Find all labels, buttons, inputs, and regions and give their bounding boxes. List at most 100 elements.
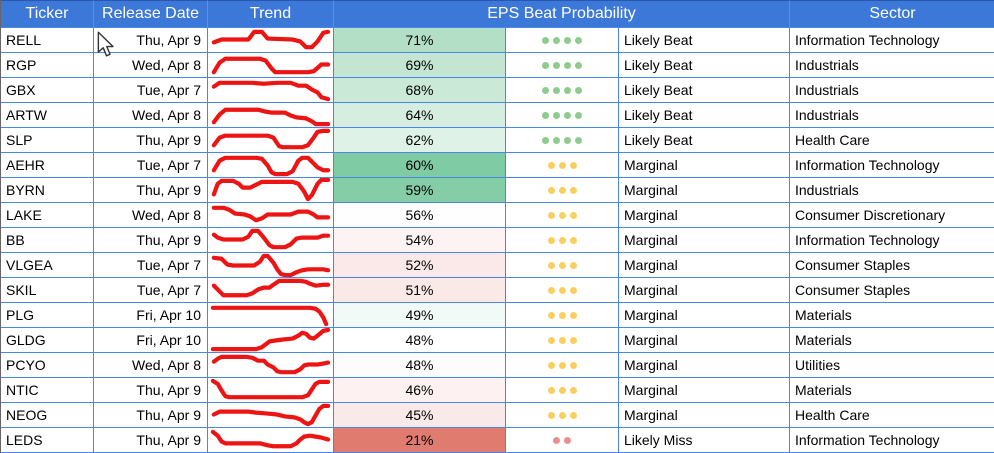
assessment-cell[interactable]: Marginal — [619, 328, 790, 353]
confidence-dots-cell[interactable] — [506, 103, 619, 128]
ticker-cell[interactable]: GLDG — [1, 328, 94, 353]
sector-cell[interactable]: Information Technology — [790, 28, 994, 53]
release-date-cell[interactable]: Tue, Apr 7 — [94, 78, 208, 103]
assessment-cell[interactable]: Likely Beat — [619, 53, 790, 78]
header-trend[interactable]: Trend — [208, 0, 334, 28]
release-date-cell[interactable]: Thu, Apr 9 — [94, 403, 208, 428]
sector-cell[interactable]: Information Technology — [790, 428, 994, 453]
confidence-dots-cell[interactable] — [506, 128, 619, 153]
header-ticker[interactable]: Ticker — [1, 0, 94, 28]
sector-cell[interactable]: Consumer Discretionary — [790, 203, 994, 228]
assessment-cell[interactable]: Likely Beat — [619, 128, 790, 153]
probability-cell[interactable]: 71% — [334, 28, 506, 53]
release-date-cell[interactable]: Thu, Apr 9 — [94, 428, 208, 453]
confidence-dots-cell[interactable] — [506, 53, 619, 78]
ticker-cell[interactable]: VLGEA — [1, 253, 94, 278]
trend-cell[interactable] — [208, 303, 334, 328]
sector-cell[interactable]: Materials — [790, 303, 994, 328]
trend-cell[interactable] — [208, 178, 334, 203]
trend-cell[interactable] — [208, 203, 334, 228]
trend-cell[interactable] — [208, 53, 334, 78]
release-date-cell[interactable]: Wed, Apr 8 — [94, 203, 208, 228]
confidence-dots-cell[interactable] — [506, 403, 619, 428]
confidence-dots-cell[interactable] — [506, 78, 619, 103]
sector-cell[interactable]: Industrials — [790, 178, 994, 203]
sector-cell[interactable]: Utilities — [790, 353, 994, 378]
probability-cell[interactable]: 59% — [334, 178, 506, 203]
release-date-cell[interactable]: Thu, Apr 9 — [94, 28, 208, 53]
probability-cell[interactable]: 68% — [334, 78, 506, 103]
assessment-cell[interactable]: Marginal — [619, 203, 790, 228]
header-sector[interactable]: Sector — [790, 0, 994, 28]
trend-cell[interactable] — [208, 28, 334, 53]
probability-cell[interactable]: 69% — [334, 53, 506, 78]
sector-cell[interactable]: Information Technology — [790, 228, 994, 253]
probability-cell[interactable]: 64% — [334, 103, 506, 128]
trend-cell[interactable] — [208, 353, 334, 378]
probability-cell[interactable]: 49% — [334, 303, 506, 328]
ticker-cell[interactable]: SLP — [1, 128, 94, 153]
trend-cell[interactable] — [208, 228, 334, 253]
trend-cell[interactable] — [208, 128, 334, 153]
ticker-cell[interactable]: RGP — [1, 53, 94, 78]
sector-cell[interactable]: Health Care — [790, 403, 994, 428]
release-date-cell[interactable]: Thu, Apr 9 — [94, 128, 208, 153]
ticker-cell[interactable]: GBX — [1, 78, 94, 103]
ticker-cell[interactable]: AEHR — [1, 153, 94, 178]
release-date-cell[interactable]: Thu, Apr 9 — [94, 228, 208, 253]
assessment-cell[interactable]: Likely Beat — [619, 103, 790, 128]
assessment-cell[interactable]: Likely Beat — [619, 28, 790, 53]
ticker-cell[interactable]: NTIC — [1, 378, 94, 403]
sector-cell[interactable]: Industrials — [790, 103, 994, 128]
trend-cell[interactable] — [208, 428, 334, 453]
assessment-cell[interactable]: Marginal — [619, 353, 790, 378]
ticker-cell[interactable]: LAKE — [1, 203, 94, 228]
confidence-dots-cell[interactable] — [506, 303, 619, 328]
confidence-dots-cell[interactable] — [506, 153, 619, 178]
confidence-dots-cell[interactable] — [506, 28, 619, 53]
trend-cell[interactable] — [208, 278, 334, 303]
sector-cell[interactable]: Information Technology — [790, 153, 994, 178]
assessment-cell[interactable]: Marginal — [619, 378, 790, 403]
probability-cell[interactable]: 54% — [334, 228, 506, 253]
confidence-dots-cell[interactable] — [506, 253, 619, 278]
trend-cell[interactable] — [208, 103, 334, 128]
confidence-dots-cell[interactable] — [506, 428, 619, 453]
release-date-cell[interactable]: Tue, Apr 7 — [94, 153, 208, 178]
sector-cell[interactable]: Materials — [790, 328, 994, 353]
assessment-cell[interactable]: Marginal — [619, 178, 790, 203]
ticker-cell[interactable]: PCYO — [1, 353, 94, 378]
release-date-cell[interactable]: Fri, Apr 10 — [94, 303, 208, 328]
sector-cell[interactable]: Industrials — [790, 53, 994, 78]
probability-cell[interactable]: 48% — [334, 328, 506, 353]
ticker-cell[interactable]: PLG — [1, 303, 94, 328]
confidence-dots-cell[interactable] — [506, 228, 619, 253]
ticker-cell[interactable]: ARTW — [1, 103, 94, 128]
release-date-cell[interactable]: Tue, Apr 7 — [94, 253, 208, 278]
assessment-cell[interactable]: Marginal — [619, 403, 790, 428]
release-date-cell[interactable]: Thu, Apr 9 — [94, 378, 208, 403]
release-date-cell[interactable]: Thu, Apr 9 — [94, 178, 208, 203]
trend-cell[interactable] — [208, 253, 334, 278]
header-eps-beat-probability[interactable]: EPS Beat Probability — [334, 0, 790, 28]
trend-cell[interactable] — [208, 78, 334, 103]
header-release-date[interactable]: Release Date — [94, 0, 208, 28]
release-date-cell[interactable]: Wed, Apr 8 — [94, 103, 208, 128]
trend-cell[interactable] — [208, 153, 334, 178]
sector-cell[interactable]: Consumer Staples — [790, 253, 994, 278]
ticker-cell[interactable]: BB — [1, 228, 94, 253]
confidence-dots-cell[interactable] — [506, 328, 619, 353]
probability-cell[interactable]: 51% — [334, 278, 506, 303]
trend-cell[interactable] — [208, 403, 334, 428]
probability-cell[interactable]: 56% — [334, 203, 506, 228]
release-date-cell[interactable]: Wed, Apr 8 — [94, 53, 208, 78]
probability-cell[interactable]: 46% — [334, 378, 506, 403]
trend-cell[interactable] — [208, 328, 334, 353]
probability-cell[interactable]: 45% — [334, 403, 506, 428]
ticker-cell[interactable]: LEDS — [1, 428, 94, 453]
trend-cell[interactable] — [208, 378, 334, 403]
assessment-cell[interactable]: Marginal — [619, 303, 790, 328]
assessment-cell[interactable]: Marginal — [619, 278, 790, 303]
confidence-dots-cell[interactable] — [506, 378, 619, 403]
ticker-cell[interactable]: BYRN — [1, 178, 94, 203]
